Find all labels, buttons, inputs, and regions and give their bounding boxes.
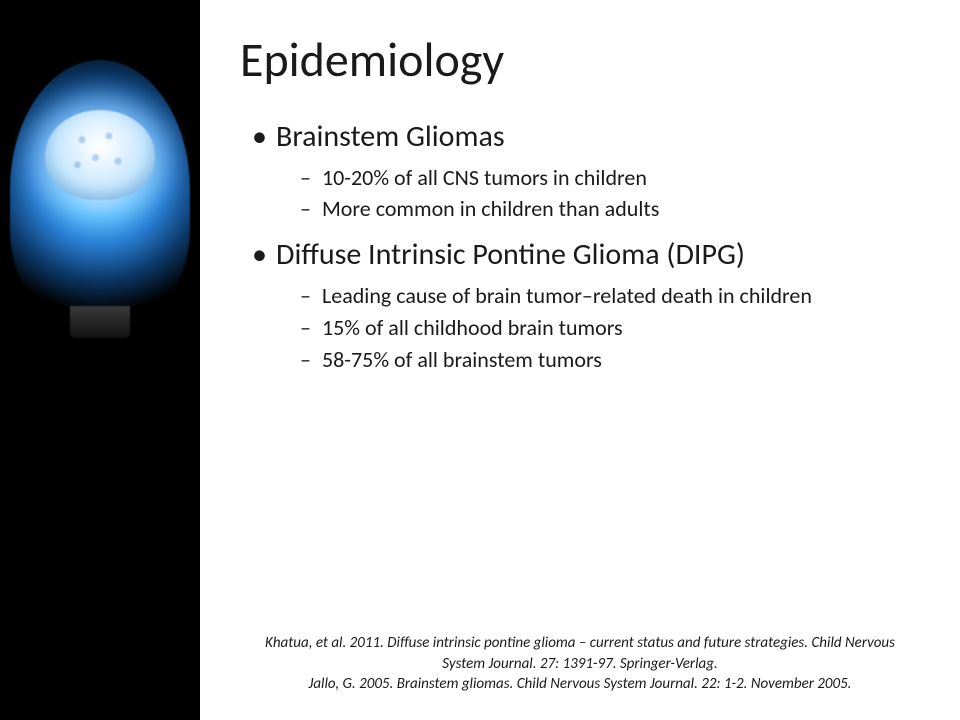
bullet-list: Brainstem Gliomas 10-20% of all CNS tumo… (240, 117, 920, 385)
bulb-base (70, 306, 130, 338)
sub-bullet-item: More common in children than adults (300, 193, 920, 225)
sub-list: 10-20% of all CNS tumors in children Mor… (248, 162, 920, 226)
reference-line: Jallo, G. 2005. Brainstem gliomas. Child… (250, 674, 910, 694)
reference-line: Khatua, et al. 2011. Diffuse intrinsic p… (250, 633, 910, 674)
lightbulb-glow (10, 60, 190, 320)
slide-title: Epidemiology (240, 30, 920, 89)
slide-content: Epidemiology Brainstem Gliomas 10-20% of… (200, 0, 960, 720)
bullet-item: Diffuse Intrinsic Pontine Glioma (DIPG) (248, 235, 920, 276)
bullet-item: Brainstem Gliomas (248, 117, 920, 158)
sidebar-image-panel (0, 0, 200, 720)
references: Khatua, et al. 2011. Diffuse intrinsic p… (240, 633, 920, 700)
sub-bullet-item: 15% of all childhood brain tumors (300, 312, 920, 344)
sub-list: Leading cause of brain tumor–related dea… (248, 280, 920, 376)
sub-bullet-item: 10-20% of all CNS tumors in children (300, 162, 920, 194)
sub-bullet-item: Leading cause of brain tumor–related dea… (300, 280, 920, 312)
brain-icon (45, 110, 155, 200)
sub-bullet-item: 58-75% of all brainstem tumors (300, 344, 920, 376)
